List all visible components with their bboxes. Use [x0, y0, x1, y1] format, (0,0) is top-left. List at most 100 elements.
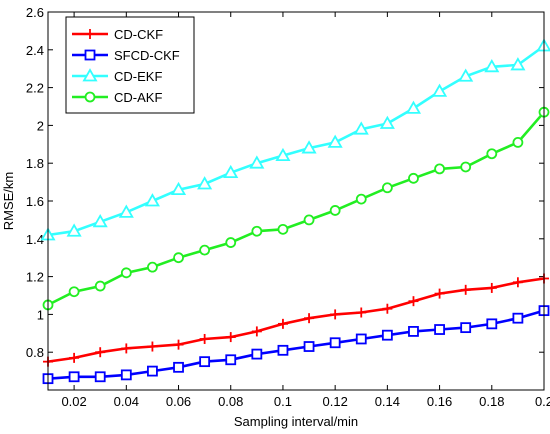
data-point-sfcd-ckf	[225, 354, 237, 366]
data-point-cd-akf	[120, 267, 132, 279]
legend-item-sfcd-ckf: SFCD-CKF	[72, 48, 180, 63]
data-point-cd-ckf	[95, 347, 106, 358]
data-point-sfcd-ckf	[199, 356, 211, 368]
data-point-cd-akf	[329, 205, 341, 216]
data-point-cd-akf	[68, 286, 80, 298]
data-point-cd-ckf	[121, 343, 132, 354]
x-tick-label: 0.12	[323, 394, 348, 409]
data-point-sfcd-ckf	[68, 371, 80, 383]
x-tick-label: 0.04	[114, 394, 139, 409]
data-point-sfcd-ckf	[512, 312, 524, 324]
data-point-sfcd-ckf	[277, 344, 289, 356]
data-point-sfcd-ckf	[303, 341, 315, 352]
data-point-sfcd-ckf	[94, 371, 106, 383]
x-tick-label: 0.06	[166, 394, 191, 409]
y-tick-label: 0.8	[26, 345, 44, 360]
data-point-sfcd-ckf	[486, 318, 498, 330]
data-point-cd-akf	[173, 252, 184, 264]
data-point-sfcd-ckf	[147, 365, 158, 377]
data-point-cd-ckf	[199, 333, 210, 344]
y-tick-label: 1.6	[26, 194, 44, 209]
y-tick-label: 2.2	[26, 81, 44, 96]
data-point-sfcd-ckf	[408, 326, 419, 337]
series-layer	[40, 38, 550, 385]
plot-frame	[47, 11, 545, 391]
data-point-cd-ekf	[458, 68, 474, 82]
data-point-sfcd-ckf	[381, 329, 393, 341]
data-point-cd-ckf	[173, 339, 184, 350]
legend: CD-CKF SFCD-CKF CD-EKF CD-AKF	[65, 16, 195, 114]
y-tick-label: 2.6	[26, 5, 44, 20]
data-point-cd-akf	[303, 214, 315, 226]
x-tick-label: 0.16	[427, 394, 452, 409]
legend-swatch-marker	[82, 68, 98, 82]
data-point-cd-akf	[381, 182, 393, 194]
data-point-sfcd-ckf	[329, 337, 341, 349]
data-point-cd-ckf	[512, 277, 523, 288]
data-point-cd-ckf	[147, 341, 158, 352]
data-point-cd-ekf	[144, 193, 160, 207]
x-tick-label: 0.08	[218, 394, 243, 409]
axis-ticks: 0.02 0.04 0.06 0.08 0.1 0.12 0.14 0.16 0.18 0.2 0.…	[26, 5, 550, 409]
data-point-cd-ekf	[484, 58, 500, 73]
data-point-cd-ckf	[356, 307, 367, 318]
data-point-cd-ckf	[225, 332, 236, 343]
x-tick-label: 0.14	[375, 394, 400, 409]
data-point-cd-ekf	[66, 223, 82, 237]
y-tick-label: 2.4	[26, 43, 44, 58]
legend-label: SFCD-CKF	[114, 48, 180, 63]
legend-label: CD-CKF	[114, 27, 163, 42]
data-point-cd-ckf	[460, 284, 471, 295]
y-axis-label: RMSE/km	[1, 172, 16, 231]
data-point-sfcd-ckf	[434, 324, 445, 335]
legend-label: CD-EKF	[114, 69, 162, 84]
data-point-cd-ekf	[353, 121, 369, 135]
legend-swatch-marker	[84, 91, 96, 103]
data-point-cd-akf	[512, 137, 524, 148]
data-point-cd-ckf	[251, 326, 262, 337]
data-point-cd-akf	[355, 193, 367, 205]
data-point-cd-ekf	[510, 57, 526, 71]
data-point-cd-ckf	[486, 282, 497, 293]
legend-swatch-marker	[85, 29, 95, 39]
data-point-cd-ckf	[277, 318, 288, 329]
data-point-cd-ckf	[408, 296, 419, 307]
legend-item-cd-ekf: CD-EKF	[72, 68, 162, 84]
data-point-cd-ekf	[432, 83, 448, 97]
data-point-sfcd-ckf	[355, 333, 367, 345]
legend-label: CD-AKF	[114, 90, 162, 105]
data-point-cd-akf	[408, 172, 419, 184]
data-point-cd-akf	[277, 223, 289, 235]
data-point-cd-akf	[199, 244, 211, 256]
data-point-cd-ekf	[301, 140, 317, 154]
legend-item-cd-ckf: CD-CKF	[72, 27, 163, 42]
data-point-cd-ekf	[405, 100, 422, 114]
y-tick-label: 1.8	[26, 156, 44, 171]
data-point-cd-akf	[94, 280, 106, 292]
series-cd-ekf	[40, 38, 550, 241]
data-point-cd-ckf	[69, 352, 80, 363]
data-point-cd-akf	[434, 163, 445, 175]
data-point-sfcd-ckf	[173, 361, 184, 373]
data-point-cd-akf	[251, 225, 263, 237]
data-point-sfcd-ckf	[120, 369, 132, 381]
x-tick-label: 0.18	[479, 394, 504, 409]
data-point-sfcd-ckf	[460, 322, 472, 334]
x-tick-label: 0.02	[61, 394, 86, 409]
legend-item-cd-akf: CD-AKF	[72, 90, 162, 105]
data-point-cd-akf	[225, 237, 237, 248]
legend-swatch-marker	[84, 49, 96, 61]
series-cd-akf	[42, 106, 550, 311]
data-point-cd-akf	[460, 161, 472, 173]
data-point-cd-ekf	[118, 204, 134, 218]
data-point-cd-akf	[147, 261, 158, 273]
data-point-cd-ekf	[327, 134, 343, 148]
data-point-cd-ekf	[275, 147, 291, 162]
data-point-sfcd-ckf	[251, 348, 263, 360]
x-axis-label: Sampling interval/min	[234, 414, 358, 429]
data-point-cd-ekf	[170, 181, 187, 196]
data-point-cd-ckf	[304, 313, 315, 324]
data-point-cd-ckf	[434, 288, 445, 299]
